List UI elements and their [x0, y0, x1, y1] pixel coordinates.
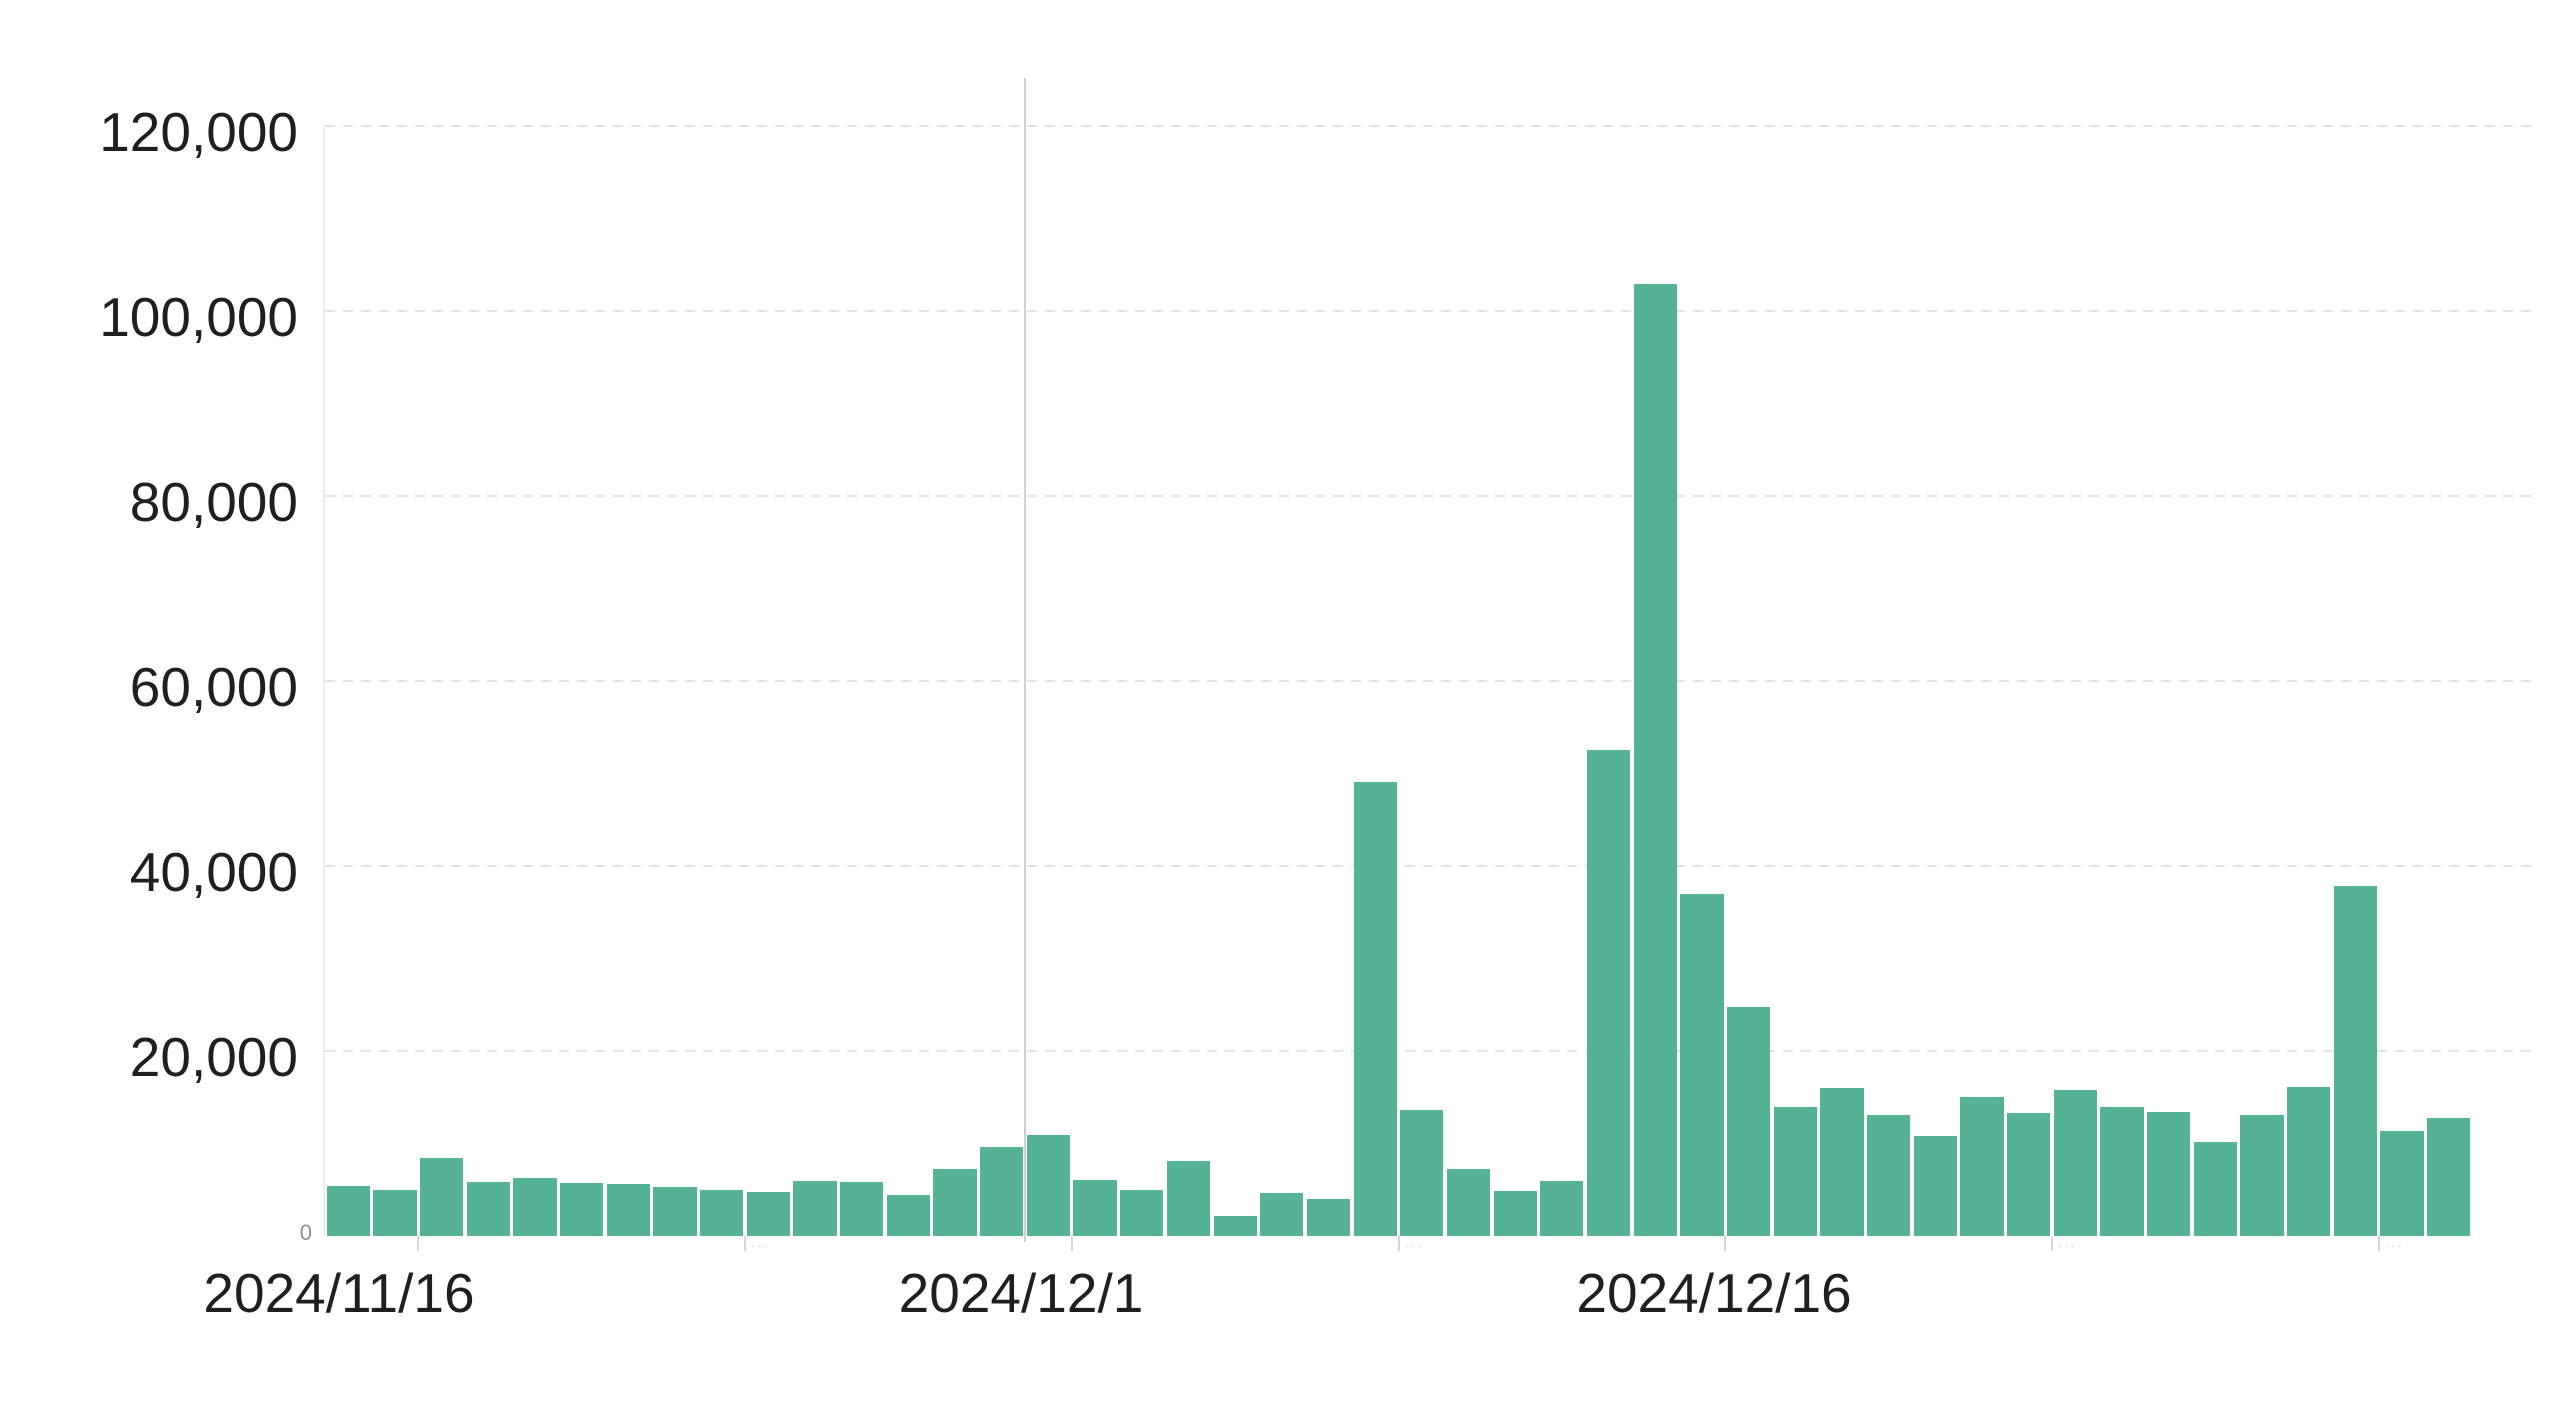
bar-2024/12/8[interactable] [1353, 781, 1397, 1236]
bar-2024/12/16[interactable] [1726, 1006, 1771, 1236]
bar-2024/11/25[interactable] [746, 1191, 791, 1236]
y-tick-label-60000: 60,000 [129, 656, 298, 718]
x-minor-tick-2024/11/25 [744, 1236, 747, 1251]
gridline-40000 [325, 865, 2532, 867]
bar-2024/11/18[interactable] [420, 1158, 464, 1236]
gridline-60000 [325, 680, 2532, 682]
bar-2024/12/4[interactable] [1166, 1161, 1211, 1236]
bar-2024/12/25[interactable] [2146, 1112, 2191, 1236]
bar-2024/11/22[interactable] [606, 1184, 650, 1236]
bar-2024/11/16[interactable] [326, 1186, 370, 1236]
bar-2024/11/24[interactable] [700, 1189, 744, 1236]
x-tick-label-0: 2024/11/16 [203, 1262, 475, 1324]
bar-2024/11/30[interactable] [980, 1147, 1024, 1236]
bar-2024/12/5[interactable] [1213, 1215, 1257, 1236]
bar-2024/11/21[interactable] [560, 1183, 604, 1236]
x-minor-tick-2024/12/30 [2377, 1236, 2380, 1251]
bar-2024/11/19[interactable] [466, 1182, 510, 1236]
bar-2024/12/11[interactable] [1493, 1190, 1537, 1236]
bar-2024/12/20[interactable] [1913, 1136, 1957, 1236]
bar-2024/12/29[interactable] [2333, 886, 2377, 1236]
y-axis-line [323, 126, 325, 1236]
x-minor-tick-2024/11/18 [417, 1236, 420, 1251]
bar-2024/12/14[interactable] [1633, 284, 1677, 1236]
bar-2024/12/1[interactable] [1026, 1135, 1071, 1236]
bar-2024/12/3[interactable] [1120, 1189, 1164, 1236]
x-minor-tick-2024/12/2 [1070, 1236, 1073, 1251]
bar-2024/12/30[interactable] [2380, 1130, 2424, 1236]
bar-2024/12/28[interactable] [2287, 1087, 2331, 1236]
bar-2024/12/21[interactable] [1960, 1097, 2004, 1236]
x-minor-tick-2024/12/9 [1397, 1236, 1400, 1251]
gridline-120000 [325, 125, 2532, 127]
bar-2024/12/24[interactable] [2100, 1107, 2144, 1236]
bar-2024/12/2[interactable] [1073, 1179, 1117, 1236]
bar-2024/12/17[interactable] [1773, 1107, 1817, 1236]
y-tick-label-0: 0 [299, 1220, 312, 1245]
bar-2024/12/23[interactable] [2053, 1089, 2097, 1236]
y-tick-label-40000: 40,000 [129, 841, 298, 903]
bar-2024/11/20[interactable] [513, 1177, 557, 1236]
y-tick-label-100000: 100,000 [99, 286, 298, 348]
bar-2024/12/18[interactable] [1820, 1088, 1864, 1236]
bar-2024/11/28[interactable] [886, 1195, 931, 1236]
month-boundary-line [1024, 78, 1027, 1242]
bar-2024/11/29[interactable] [933, 1169, 977, 1236]
bar-2024/12/19[interactable] [1866, 1114, 1911, 1236]
gridline-80000 [325, 495, 2532, 497]
bar-2024/12/15[interactable] [1680, 893, 1724, 1236]
bar-2024/12/10[interactable] [1446, 1169, 1491, 1236]
faint-tick-mark-2024/11/25: ··· [751, 1238, 771, 1253]
bar-2024/12/27[interactable] [2240, 1114, 2284, 1236]
x-tick-label-1: 2024/12/1 [898, 1262, 1144, 1324]
bar-2024/12/31[interactable] [2427, 1117, 2471, 1236]
faint-tick-mark-2024/12/23: ··· [2057, 1238, 2077, 1253]
y-tick-label-80000: 80,000 [129, 471, 298, 533]
faint-tick-mark-2024/12/30: ··· [2384, 1238, 2404, 1253]
x-minor-tick-2024/12/23 [2050, 1236, 2053, 1251]
bar-2024/12/6[interactable] [1260, 1193, 1304, 1236]
x-tick-label-2: 2024/12/16 [1576, 1262, 1852, 1324]
y-tick-label-120000: 120,000 [99, 101, 298, 163]
y-tick-label-20000: 20,000 [129, 1026, 298, 1088]
bar-2024/12/26[interactable] [2193, 1141, 2237, 1236]
bar-2024/11/27[interactable] [840, 1182, 884, 1236]
bar-2024/12/22[interactable] [2006, 1112, 2051, 1236]
x-minor-tick-2024/12/16 [1724, 1236, 1727, 1251]
bar-2024/12/9[interactable] [1400, 1110, 1444, 1236]
bar-2024/11/26[interactable] [793, 1181, 837, 1236]
faint-tick-mark-2024/12/9: ··· [1404, 1238, 1424, 1253]
gridline-100000 [325, 310, 2532, 312]
bar-2024/12/7[interactable] [1306, 1199, 1351, 1236]
bar-2024/11/17[interactable] [373, 1189, 417, 1236]
bar-2024/12/12[interactable] [1540, 1181, 1584, 1236]
bar-2024/11/23[interactable] [653, 1186, 697, 1236]
gridline-20000 [325, 1050, 2532, 1052]
bar-2024/12/13[interactable] [1586, 750, 1631, 1236]
